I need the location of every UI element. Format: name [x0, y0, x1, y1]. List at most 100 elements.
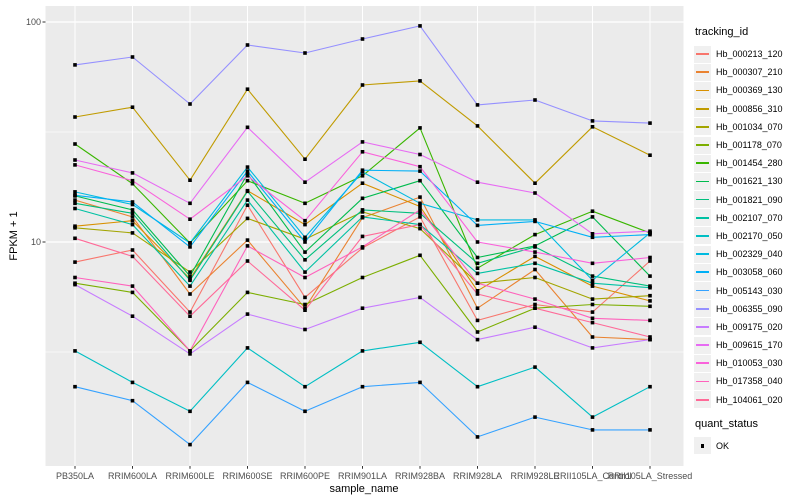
legend-entry-label: Hb_000369_130 — [716, 85, 783, 96]
data-point — [533, 191, 537, 195]
data-point — [475, 266, 480, 270]
color-line-key — [694, 372, 711, 390]
data-point — [245, 238, 250, 242]
data-point — [590, 297, 595, 301]
data-point — [188, 349, 192, 353]
data-point — [245, 312, 250, 316]
legend-entry-Hb_001821_090: Hb_001821_090 — [694, 191, 800, 209]
data-point — [245, 189, 250, 194]
data-point — [188, 245, 192, 249]
color-line-key — [694, 318, 711, 336]
data-point — [245, 169, 250, 173]
data-point — [188, 102, 192, 106]
data-point — [360, 196, 365, 201]
data-point — [303, 327, 307, 332]
data-point — [360, 140, 365, 144]
data-point — [418, 201, 422, 206]
data-point — [245, 380, 250, 385]
data-point — [245, 174, 250, 178]
data-point — [418, 340, 422, 345]
data-point — [418, 178, 422, 183]
data-point — [130, 248, 135, 252]
data-point — [73, 198, 77, 202]
data-point — [533, 365, 537, 369]
data-point — [475, 292, 480, 296]
data-point — [130, 215, 135, 219]
data-point — [590, 284, 595, 288]
data-point — [73, 190, 77, 194]
line-swatch-icon — [696, 162, 709, 165]
data-point — [418, 126, 422, 130]
legend-entry-label: Hb_001621_130 — [716, 176, 783, 187]
data-point — [648, 299, 652, 303]
data-point — [188, 201, 192, 206]
legend-entry-label: Hb_001034_070 — [716, 121, 783, 132]
data-point — [475, 384, 480, 389]
legend-entry-label: Hb_002170_050 — [716, 230, 783, 241]
line-swatch-icon — [696, 216, 709, 219]
line-swatch-icon — [696, 289, 709, 292]
color-line-key — [694, 63, 711, 81]
data-point — [475, 271, 480, 276]
line-swatch-icon — [696, 107, 709, 110]
data-point — [245, 346, 250, 350]
data-point — [533, 267, 537, 272]
data-point — [188, 241, 192, 245]
data-point — [245, 259, 250, 263]
data-point — [130, 105, 135, 109]
data-point — [475, 180, 480, 184]
data-point — [418, 152, 422, 157]
data-point — [245, 87, 250, 91]
y-tick-label: 10 — [30, 236, 41, 247]
data-point — [418, 295, 422, 300]
data-point — [73, 193, 77, 198]
data-point — [303, 275, 307, 280]
data-point — [590, 209, 595, 213]
data-point — [533, 261, 537, 266]
legend-entry-Hb_005143_030: Hb_005143_030 — [694, 281, 800, 300]
x-tick-label: RRIM600LA — [107, 471, 158, 481]
data-point — [648, 259, 652, 263]
data-point — [648, 293, 652, 298]
data-point — [590, 274, 595, 278]
data-point — [245, 165, 250, 169]
data-point — [73, 63, 77, 67]
data-point — [303, 222, 307, 227]
line-swatch-icon — [696, 362, 709, 365]
color-line-key — [694, 81, 711, 99]
data-point — [188, 292, 192, 296]
color-line-key — [694, 282, 711, 300]
legend-entry-label: Hb_002329_040 — [716, 249, 783, 260]
data-point — [303, 250, 307, 254]
data-point — [418, 226, 422, 231]
data-point — [648, 318, 652, 323]
data-point — [590, 261, 595, 266]
data-point — [360, 150, 365, 154]
data-point — [590, 302, 595, 307]
data-point — [590, 125, 595, 129]
line-swatch-icon — [696, 144, 709, 146]
data-point — [130, 178, 135, 183]
data-point — [73, 158, 77, 162]
ok-point-key — [694, 437, 711, 455]
y-axis-title: FPKM + 1 — [8, 211, 20, 261]
data-point — [533, 181, 537, 185]
line-swatch-icon — [696, 180, 709, 183]
data-point — [245, 43, 250, 47]
legend-entry-label: Hb_002107_070 — [716, 212, 783, 223]
data-point — [130, 398, 135, 403]
x-tick-label: RRIM928BA — [394, 471, 446, 481]
x-tick-label: RRII105LA_Control — [553, 471, 632, 481]
data-point — [130, 231, 135, 235]
data-point — [188, 278, 192, 283]
line-swatch-icon — [696, 125, 709, 128]
data-point — [648, 229, 652, 233]
data-point — [360, 215, 365, 219]
data-point — [590, 119, 595, 123]
data-point — [245, 290, 250, 295]
data-point — [360, 234, 365, 239]
line-swatch-icon — [696, 307, 709, 310]
data-point — [475, 330, 480, 334]
legend-entry-Hb_000307_210: Hb_000307_210 — [694, 63, 800, 81]
legend-title-quant-status: quant_status — [695, 417, 758, 430]
